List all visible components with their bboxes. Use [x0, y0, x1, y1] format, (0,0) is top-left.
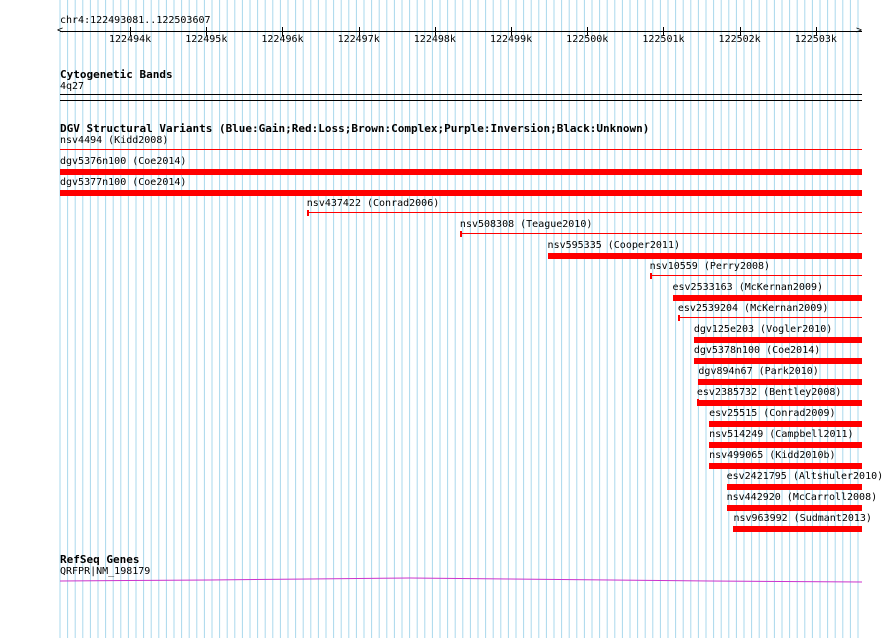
ruler-tick-label: 122499k: [489, 34, 533, 45]
ruler-tick-label: 122496k: [261, 34, 304, 45]
ruler-tick-label: 122500k: [566, 34, 609, 45]
ruler-tick: [510, 27, 512, 36]
dgv-feature-label[interactable]: nsv10559 (Perry2008): [649, 261, 771, 272]
dgv-feature-label[interactable]: dgv125e203 (Vogler2010): [693, 324, 833, 335]
dgv-feature-bar[interactable]: [709, 442, 862, 448]
ruler-tick: [130, 27, 132, 36]
dgv-feature-label[interactable]: dgv894n67 (Park2010): [698, 366, 819, 377]
dgv-feature-bar[interactable]: [672, 295, 862, 301]
ruler-left-arrow: <: [57, 25, 64, 36]
ruler-tick-label: 122497k: [337, 34, 380, 45]
dgv-feature-label[interactable]: dgv5376n100 (Coe2014): [60, 156, 187, 167]
dgv-feature-bar[interactable]: [709, 463, 862, 469]
dgv-feature-label[interactable]: dgv5378n100 (Coe2014): [693, 345, 821, 356]
dgv-feature-label[interactable]: esv25515 (Conrad2009): [709, 408, 836, 419]
dgv-feature-label[interactable]: esv2539204 (McKernan2009): [677, 303, 829, 314]
dgv-feature-label[interactable]: esv2533163 (McKernan2009): [672, 282, 824, 293]
ruler-tick: [282, 27, 284, 36]
dgv-feature-bar[interactable]: [60, 149, 862, 150]
dgv-feature-label[interactable]: esv2421795 (Altshuler2010): [726, 471, 884, 482]
refseq-track-title: RefSeq Genes: [60, 553, 140, 566]
dgv-feature-label[interactable]: nsv437422 (Conrad2006): [306, 198, 440, 209]
dgv-feature-bar[interactable]: [547, 253, 862, 259]
dgv-feature-label[interactable]: nsv499065 (Kidd2010b): [709, 450, 836, 461]
cytoband-line-top: [60, 94, 862, 95]
dgv-feature-start-tick: [459, 231, 462, 237]
dgv-feature-bar[interactable]: [60, 190, 862, 196]
dgv-feature-label[interactable]: nsv595335 (Cooper2011): [547, 240, 680, 251]
cytoband-label: 4q27: [60, 81, 85, 92]
ruler-tick-label: 122494k: [109, 34, 152, 45]
dgv-feature-start-tick: [677, 315, 680, 321]
ruler-tick: [739, 27, 741, 36]
dgv-track-title: DGV Structural Variants (Blue:Gain;Red:L…: [60, 122, 650, 135]
dgv-feature-bar[interactable]: [693, 358, 862, 364]
dgv-feature-start-tick: [696, 399, 699, 405]
ruler-right-arrow: >: [856, 25, 863, 36]
dgv-feature-bar[interactable]: [709, 421, 862, 427]
dgv-feature-label[interactable]: nsv963992 (Sudmant2013): [733, 513, 872, 524]
refseq-gene-feature[interactable]: [0, 572, 890, 592]
dgv-feature-label[interactable]: nsv4494 (Kidd2008): [60, 135, 169, 146]
ruler-tick: [206, 27, 208, 36]
ruler-tick: [663, 27, 665, 36]
dgv-feature-label[interactable]: esv2385732 (Bentley2008): [696, 387, 842, 398]
dgv-feature-label[interactable]: nsv514249 (Campbell2011): [709, 429, 854, 440]
refseq-gene-label[interactable]: QRFPR|NM_198179: [60, 566, 151, 577]
ruler-tick-label: 122503k: [794, 34, 837, 45]
dgv-feature-label[interactable]: nsv508308 (Teague2010): [459, 219, 593, 230]
dgv-feature-start-tick: [649, 273, 652, 279]
ruler-tick-label: 122501k: [642, 34, 685, 45]
dgv-feature-bar[interactable]: [60, 169, 862, 175]
dgv-feature-label[interactable]: dgv5377n100 (Coe2014): [60, 177, 187, 188]
cytoband-line-bottom: [60, 100, 862, 101]
dgv-feature-start-tick: [306, 210, 309, 216]
ruler-tick: [434, 27, 436, 36]
ruler-tick-label: 122502k: [718, 34, 761, 45]
cytoband-track-title: Cytogenetic Bands: [60, 68, 173, 81]
dgv-feature-bar[interactable]: [733, 526, 862, 532]
ruler-tick-label: 122495k: [185, 34, 228, 45]
dgv-feature-bar[interactable]: [726, 505, 862, 511]
dgv-feature-bar[interactable]: [649, 275, 862, 276]
ruler-tick: [358, 27, 360, 36]
ruler-axis-line: [60, 31, 862, 32]
dgv-feature-bar[interactable]: [677, 317, 862, 318]
dgv-feature-bar[interactable]: [306, 212, 862, 213]
dgv-feature-bar[interactable]: [698, 379, 862, 385]
ruler-tick: [815, 27, 817, 36]
ruler-tick: [587, 27, 589, 36]
dgv-feature-bar[interactable]: [696, 400, 862, 406]
dgv-feature-label[interactable]: nsv442920 (McCarroll2008): [726, 492, 878, 503]
dgv-feature-bar[interactable]: [459, 233, 862, 234]
ruler-tick-label: 122498k: [413, 34, 456, 45]
coordinate-range-label: chr4:122493081..122503607: [60, 15, 211, 26]
dgv-feature-bar[interactable]: [693, 337, 862, 343]
refseq-gene-line: [59, 577, 863, 583]
dgv-feature-bar[interactable]: [726, 484, 862, 490]
